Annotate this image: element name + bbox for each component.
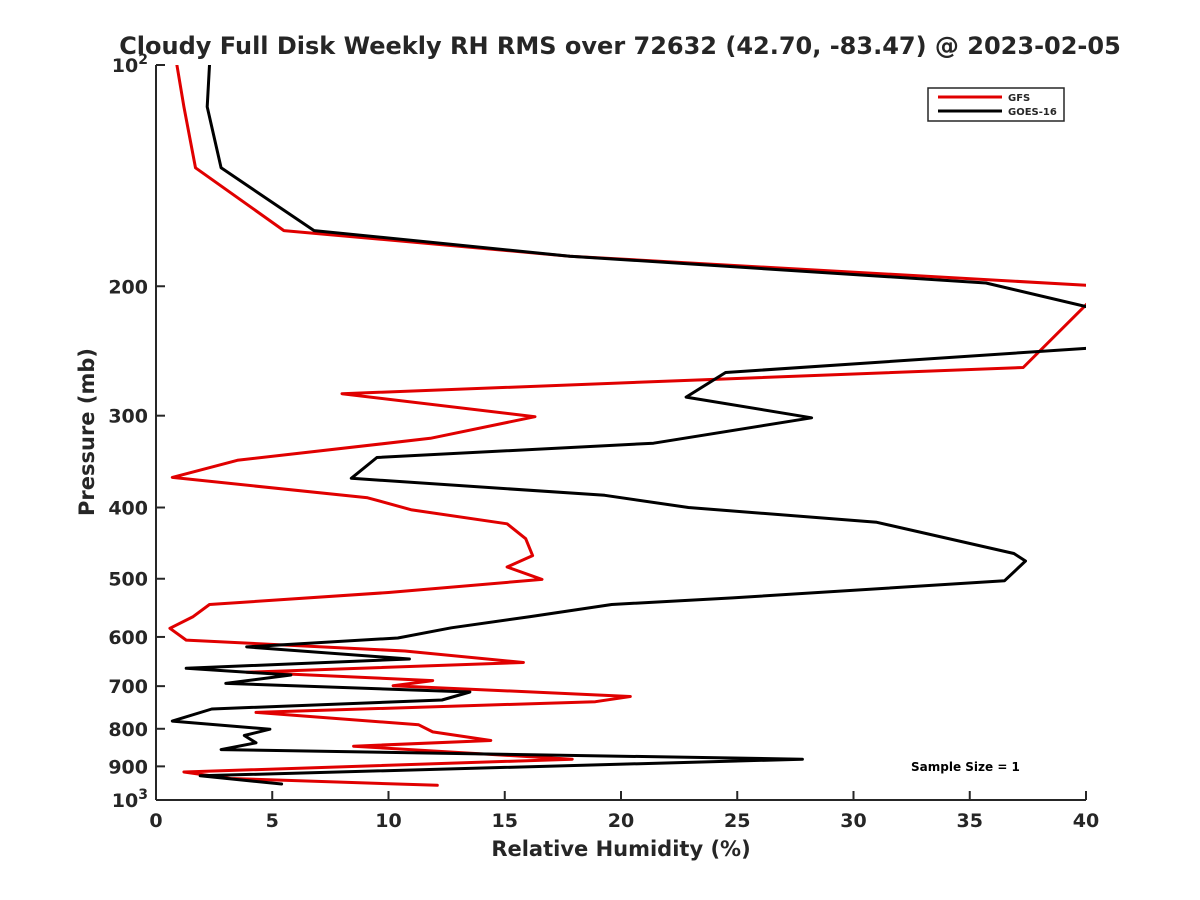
legend-label: GFS bbox=[1008, 93, 1030, 104]
y-tick-label: 700 bbox=[108, 676, 148, 698]
legend-box bbox=[927, 87, 1065, 122]
x-tick-label: 20 bbox=[608, 810, 634, 832]
y-tick-label: 900 bbox=[108, 756, 148, 778]
legend-label: GOES-16 bbox=[1008, 107, 1057, 118]
x-tick-label: 10 bbox=[375, 810, 401, 832]
x-tick-label: 5 bbox=[266, 810, 279, 832]
y-tick-label: 300 bbox=[108, 406, 148, 428]
y-axis-label: Pressure (mb) bbox=[75, 348, 99, 516]
legend: GFS GOES-16 bbox=[927, 87, 1065, 122]
y-tick-label: 200 bbox=[108, 276, 148, 298]
y-tick-label: 102 bbox=[112, 52, 148, 77]
y-tick-label: 800 bbox=[108, 719, 148, 741]
sample-size-annotation: Sample Size = 1 bbox=[911, 760, 1020, 774]
x-axis-label: Relative Humidity (%) bbox=[491, 837, 750, 861]
series-line-gfs bbox=[168, 65, 1086, 787]
x-tick-label: 40 bbox=[1073, 810, 1099, 832]
y-tick-label: 400 bbox=[108, 498, 148, 520]
chart-title: Cloudy Full Disk Weekly RH RMS over 7263… bbox=[119, 32, 1121, 60]
y-tick-label: 600 bbox=[108, 627, 148, 649]
x-tick-label: 30 bbox=[840, 810, 866, 832]
x-tick-label: 25 bbox=[724, 810, 750, 832]
y-tick-label: 103 bbox=[112, 787, 148, 812]
axes: 0 5 10 15 20 25 30 35 40 102 200 300 400 500 600 700 800… bbox=[108, 52, 1099, 832]
series-line-goes-16 bbox=[170, 65, 1086, 786]
y-tick-label: 500 bbox=[108, 569, 148, 591]
series-layer bbox=[168, 65, 1086, 787]
x-tick-label: 0 bbox=[149, 810, 162, 832]
x-tick-label: 15 bbox=[492, 810, 518, 832]
x-tick-label: 35 bbox=[957, 810, 983, 832]
